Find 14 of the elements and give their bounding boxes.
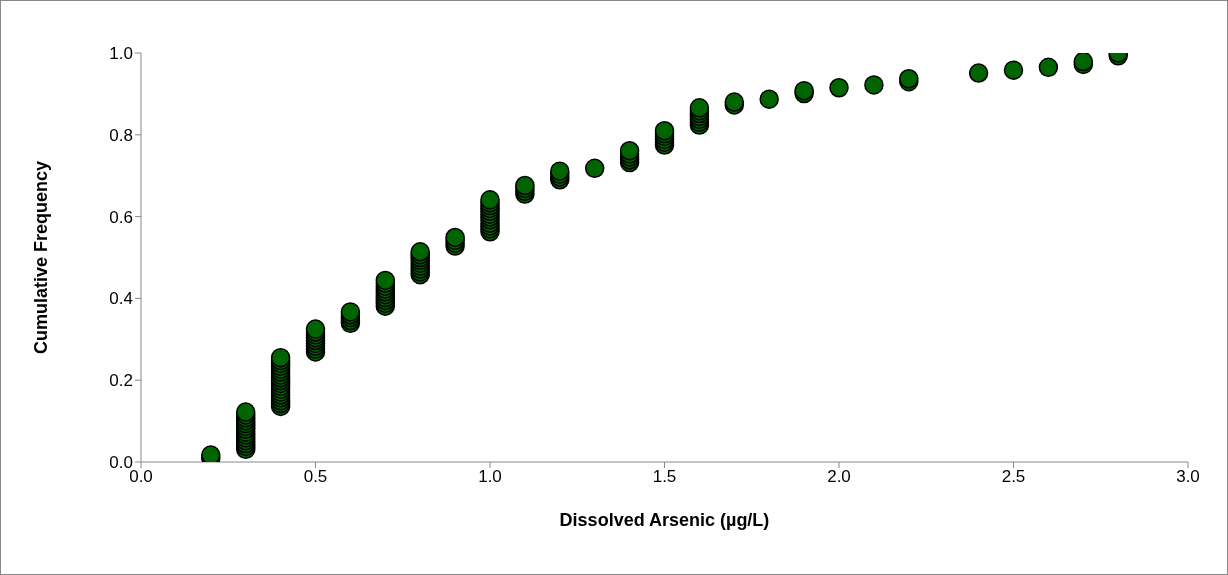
y-tick-label: 0.6	[109, 207, 133, 227]
y-tick-label: 0.2	[109, 371, 133, 391]
x-tick-label: 3.0	[1176, 467, 1200, 487]
y-tick-label: 1.0	[109, 44, 133, 64]
y-tick-label: 0.4	[109, 289, 133, 309]
x-tick-label: 1.0	[478, 467, 502, 487]
x-tick-label: 2.5	[1001, 467, 1026, 487]
y-tick-label: 0.8	[109, 125, 133, 145]
x-tick-label: 2.0	[827, 467, 851, 487]
x-tick-label: 0.0	[129, 467, 153, 487]
x-tick-label: 1.5	[652, 467, 677, 487]
x-axis-title: Dissolved Arsenic (µg/L)	[559, 510, 770, 530]
x-tick-label: 0.5	[303, 467, 328, 487]
y-axis-title: Cumulative Frequency	[31, 160, 52, 355]
